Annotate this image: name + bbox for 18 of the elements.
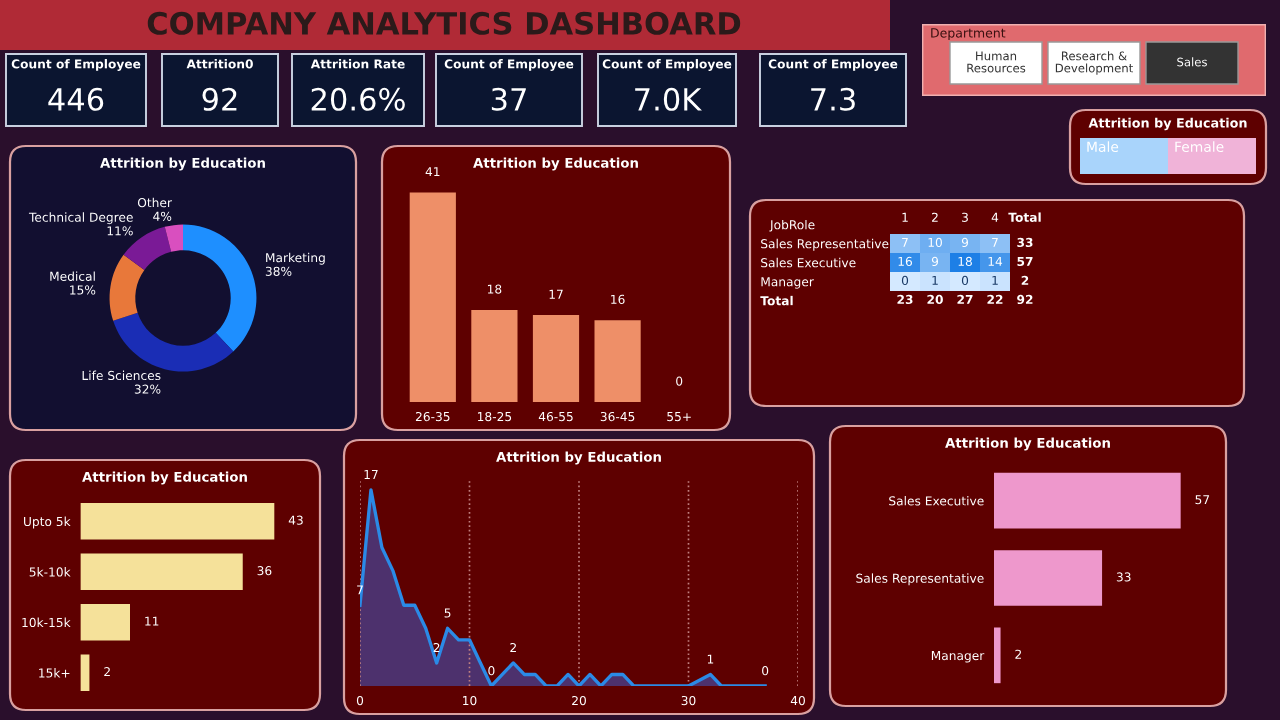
bar xyxy=(594,320,641,402)
text: 20.6% xyxy=(311,87,405,111)
donut-slice xyxy=(109,254,145,321)
text: 7.3 xyxy=(811,87,855,111)
text: 7.0K xyxy=(635,87,702,111)
bar xyxy=(80,553,243,590)
donut-slice xyxy=(183,224,257,352)
text: 37 xyxy=(491,87,526,111)
bar xyxy=(471,310,518,402)
bar xyxy=(532,315,580,402)
bar xyxy=(80,604,130,641)
bar xyxy=(80,503,275,540)
donut-slice xyxy=(164,224,183,252)
text: 92 xyxy=(202,87,237,111)
text: 446 xyxy=(48,87,104,111)
bar xyxy=(409,192,456,402)
donut-slice xyxy=(113,312,234,372)
text: COMPANY ANALYTICS DASHBOARD xyxy=(147,11,741,35)
